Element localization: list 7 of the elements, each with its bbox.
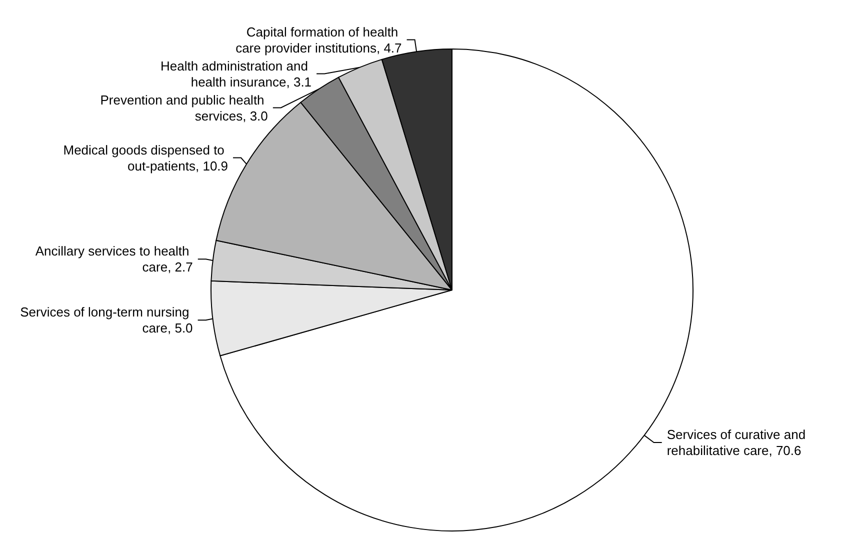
slice-label: Prevention and public health services, 3.0 [100, 92, 268, 124]
slice-label: Services of long-term nursing care, 5.0 [20, 304, 193, 336]
slice-label: Capital formation of health care provider institutions, 4.7 [236, 24, 402, 56]
slice-label: Services of curative and rehabilitative care, 70.6 [666, 427, 810, 458]
slice-label: Ancillary services to health care, 2.7 [35, 244, 193, 275]
slice-label: Medical goods dispensed to out-patients, 10.9 [63, 142, 228, 174]
slice-label: Health administration and health insurance, 3.1 [160, 58, 312, 90]
